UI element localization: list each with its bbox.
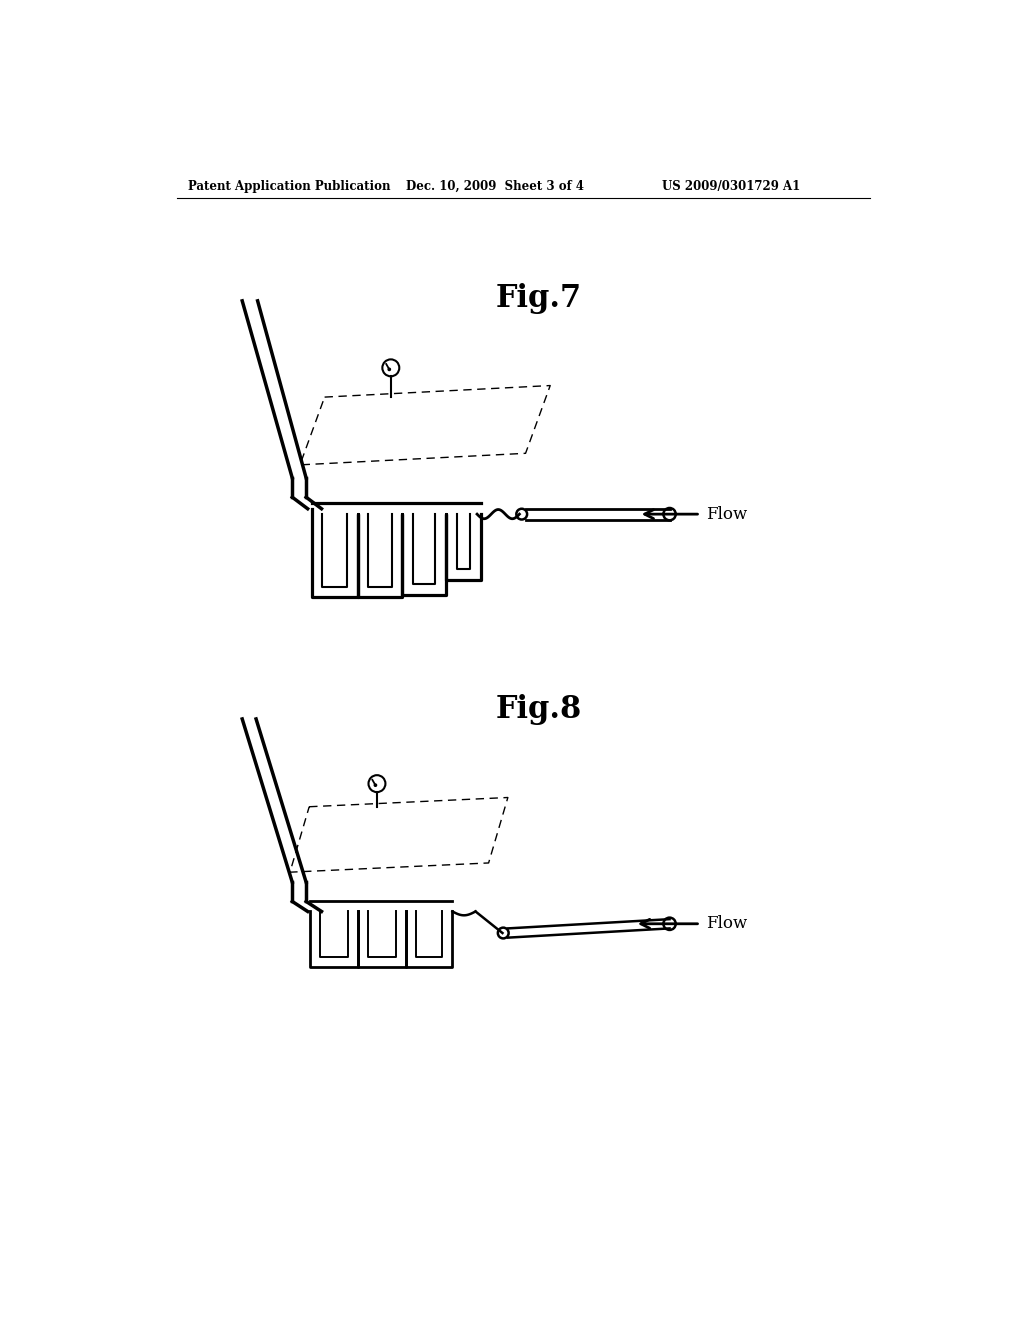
Text: US 2009/0301729 A1: US 2009/0301729 A1: [662, 180, 800, 193]
Circle shape: [664, 917, 676, 929]
Text: Dec. 10, 2009  Sheet 3 of 4: Dec. 10, 2009 Sheet 3 of 4: [407, 180, 585, 193]
Circle shape: [498, 928, 509, 939]
Circle shape: [388, 368, 390, 371]
Text: Fig.8: Fig.8: [496, 693, 582, 725]
Circle shape: [664, 508, 676, 520]
Text: Fig.7: Fig.7: [496, 284, 582, 314]
Text: Flow: Flow: [707, 915, 748, 932]
Circle shape: [516, 508, 527, 520]
Text: Patent Application Publication: Patent Application Publication: [188, 180, 391, 193]
Text: Flow: Flow: [707, 506, 748, 523]
Circle shape: [374, 784, 377, 787]
